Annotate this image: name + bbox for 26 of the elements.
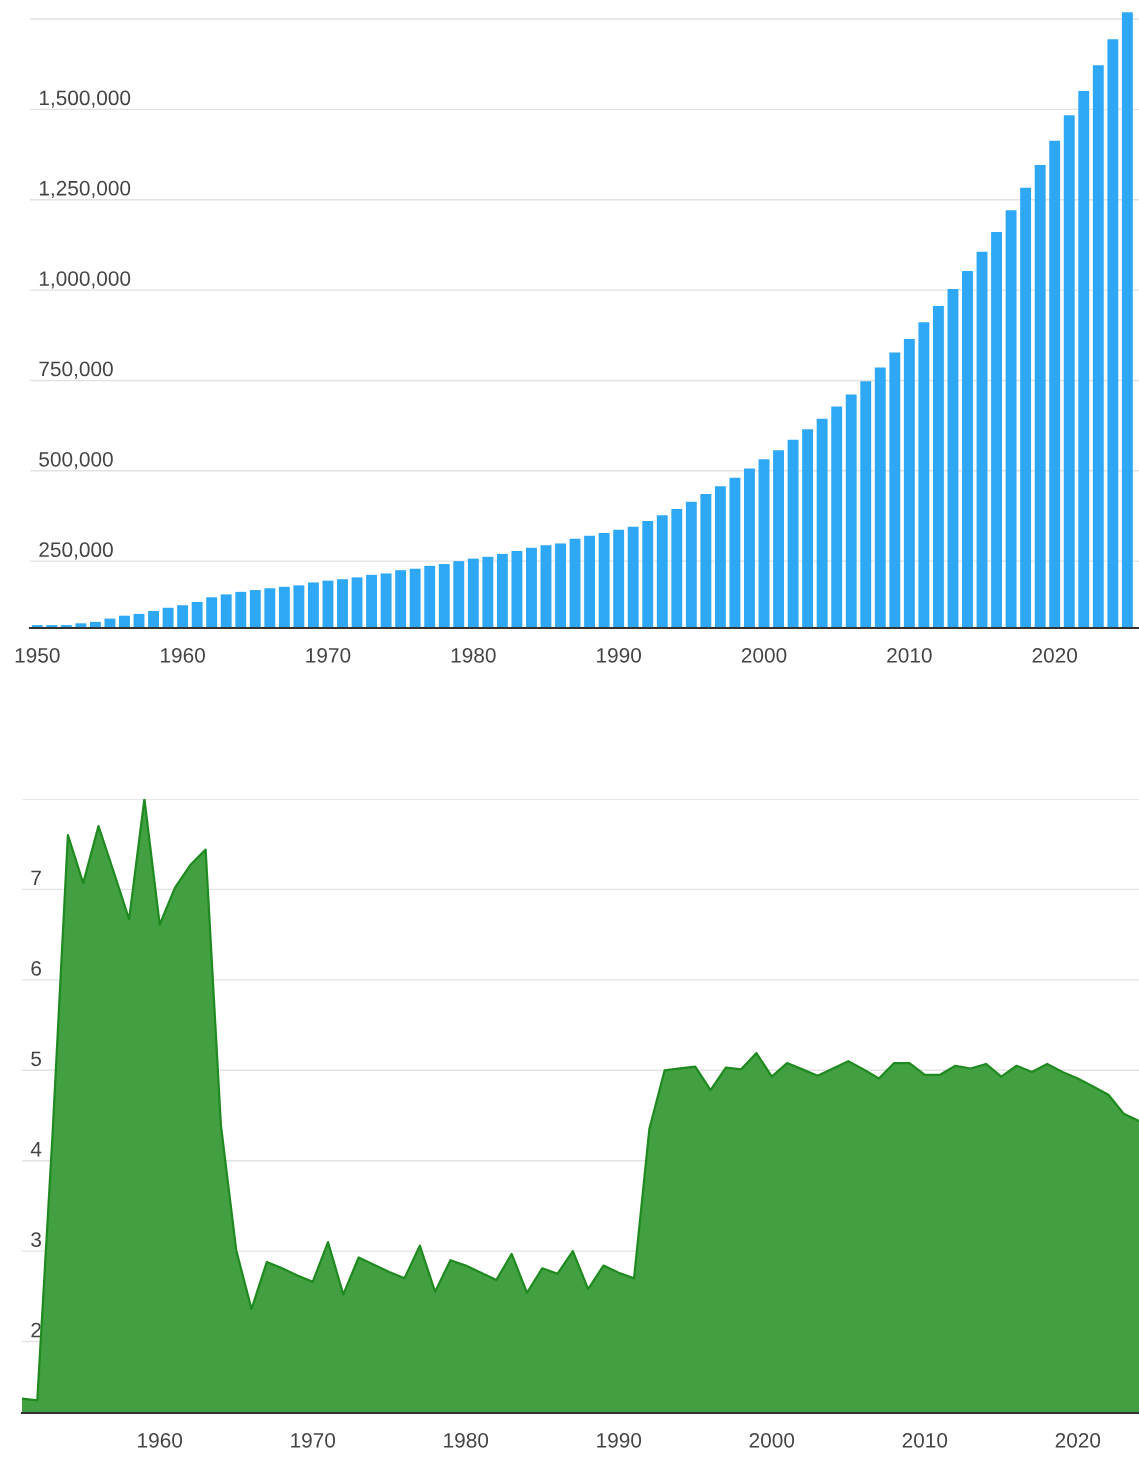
y-tick-label: 500,000 bbox=[39, 451, 113, 470]
y-tick-label: 1,250,000 bbox=[39, 180, 131, 199]
x-tick-label: 1980 bbox=[444, 1432, 489, 1448]
x-tick-label: 1990 bbox=[597, 1432, 642, 1448]
x-tick-label: 2020 bbox=[1032, 647, 1078, 663]
x-tick-label: 2000 bbox=[741, 647, 787, 663]
y-tick-label: 1,000,000 bbox=[39, 271, 131, 289]
x-tick-label: 2020 bbox=[1055, 1432, 1101, 1448]
x-tick-label: 1970 bbox=[291, 1432, 336, 1448]
x-tick-label: 1950 bbox=[15, 647, 60, 663]
y-tick-label: 3 bbox=[31, 1232, 41, 1248]
x-tick-label: 1960 bbox=[138, 1432, 183, 1448]
x-tick-label: 1990 bbox=[597, 647, 642, 663]
x-tick-label: 1960 bbox=[161, 647, 205, 663]
y-tick-label: 6 bbox=[31, 960, 41, 976]
y-tick-label: 5 bbox=[31, 1051, 42, 1067]
y-tick-label: 4 bbox=[30, 1142, 42, 1157]
x-tick-label: 2010 bbox=[887, 647, 932, 663]
y-tick-label: 1,500,000 bbox=[39, 90, 131, 108]
x-tick-label: 1970 bbox=[306, 647, 351, 663]
x-tick-label: 2000 bbox=[749, 1432, 795, 1448]
y-tick-label: 7 bbox=[31, 870, 41, 886]
y-tick-label: 750,000 bbox=[39, 361, 113, 379]
x-tick-label: 2010 bbox=[902, 1432, 948, 1448]
y-tick-label: 250,000 bbox=[39, 542, 113, 560]
x-tick-label: 1980 bbox=[451, 647, 496, 663]
